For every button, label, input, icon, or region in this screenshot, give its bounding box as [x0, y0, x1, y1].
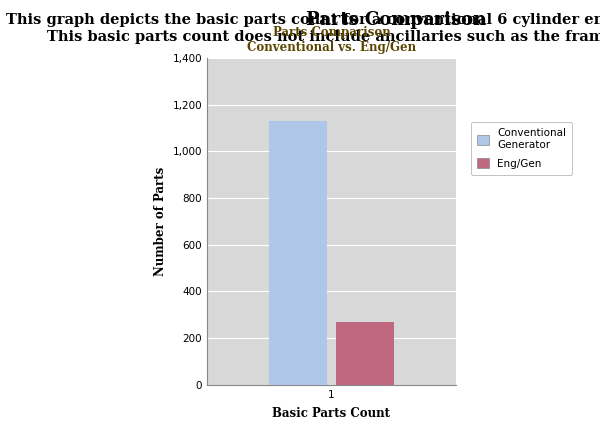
- Legend: Conventional
Generator, Eng/Gen: Conventional Generator, Eng/Gen: [471, 122, 572, 175]
- Text: This graph depicts the basic parts count for a conventional 6 cylinder engine wi: This graph depicts the basic parts count…: [6, 13, 600, 44]
- Bar: [269, 121, 327, 385]
- Text: Parts Comparison: Parts Comparison: [306, 11, 486, 29]
- Bar: [336, 322, 394, 385]
- Y-axis label: Number of Parts: Number of Parts: [154, 167, 167, 276]
- X-axis label: Basic Parts Count: Basic Parts Count: [272, 407, 391, 420]
- Title: Parts Comparison
Conventional vs. Eng/Gen: Parts Comparison Conventional vs. Eng/Ge…: [247, 26, 416, 54]
